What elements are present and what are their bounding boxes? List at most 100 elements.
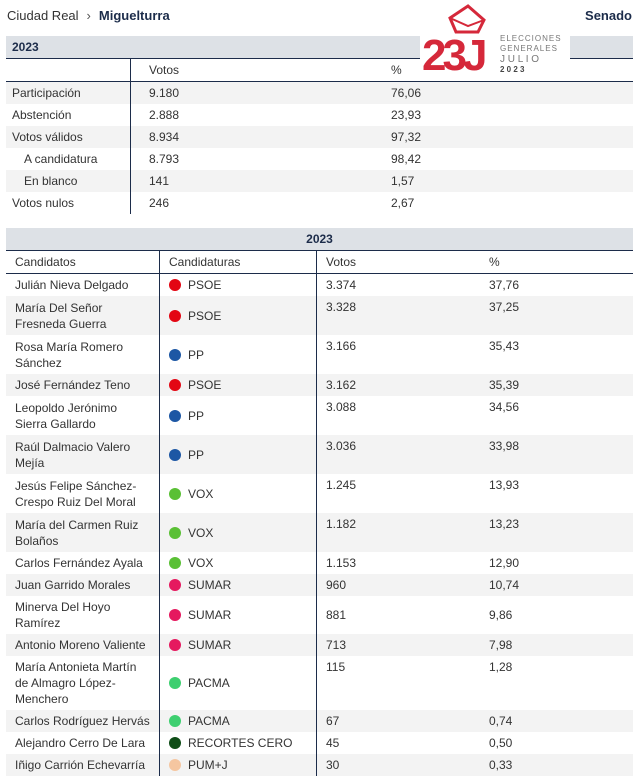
summary-row: A candidatura 8.793 98,42 (6, 148, 633, 170)
candidate-votes: 3.162 (316, 374, 480, 396)
summary-votes: 141 (130, 170, 385, 192)
summary-row: Participación 9.180 76,06 (6, 81, 633, 104)
candidate-votes: 30 (316, 754, 480, 776)
party-color-dot-icon (169, 348, 181, 361)
summary-row: En blanco 141 1,57 (6, 170, 633, 192)
breadcrumb-province[interactable]: Ciudad Real (7, 8, 79, 23)
candidate-votes: 881 (316, 596, 480, 634)
candidate-name: Juan Garrido Morales (6, 574, 160, 596)
party-name: VOX (188, 525, 214, 540)
candidate-name: Raúl Dalmacio Valero Mejía (6, 435, 160, 474)
party-color-dot-icon (169, 309, 181, 322)
summary-pct: 76,06 (385, 81, 633, 104)
candidate-party: PSOE (159, 296, 317, 335)
candidate-name: María Del Señor Fresneda Guerra (6, 296, 160, 335)
candidate-votes: 713 (316, 634, 480, 656)
summary-votes: 8.793 (130, 148, 385, 170)
candidate-party: VOX (159, 474, 317, 513)
party-color-dot-icon (169, 379, 181, 391)
summary-pct: 97,32 (385, 126, 633, 148)
candidates-table: Candidatos Candidaturas Votos% Julián Nieva… (6, 251, 633, 776)
svg-text:J U L I O: J U L I O (500, 54, 539, 65)
party-color-dot-icon (169, 409, 181, 422)
candidate-votes: 1.182 (316, 513, 480, 552)
candidate-pct: 33,98 (480, 435, 633, 474)
candidate-pct: 0,50 (489, 736, 513, 750)
candidate-name: José Fernández Teno (6, 374, 160, 396)
breadcrumb-municipality: Miguelturra (98, 8, 170, 23)
candidate-party: SUMAR (159, 596, 317, 634)
candidate-party: PSOE (159, 374, 317, 396)
candidate-name: Jesús Felipe Sánchez-Crespo Ruiz Del Mor… (15, 478, 137, 509)
candidate-pct: 13,23 (480, 513, 633, 552)
candidate-pct: 0,74 (480, 710, 633, 732)
candidate-row: Minerva Del Hoyo Ramírez SUMAR 881 9,86 (6, 596, 633, 634)
candidates-column-header: Candidatos (6, 251, 160, 274)
candidate-name: Antonio Moreno Valiente (6, 634, 160, 656)
candidate-pct: 10,74 (480, 574, 633, 596)
party-name: PSOE (188, 308, 222, 323)
candidate-party: PP (159, 435, 317, 474)
candidate-name: Julián Nieva Delgado (15, 278, 129, 292)
party-color-dot-icon (169, 677, 181, 689)
candidate-votes: 3.166 (316, 335, 480, 374)
candidate-party: PACMA (159, 656, 317, 710)
summary-votes: 8.934 (130, 126, 385, 148)
candidate-name: María Antonieta Martín de Almagro López-… (15, 660, 137, 706)
candidate-name: Alejandro Cerro De Lara (15, 736, 146, 750)
party-name: SUMAR (188, 638, 232, 652)
candidate-row: Rosa María Romero Sánchez PP 3.166 35,43 (6, 335, 633, 374)
party-name: PUM+J (188, 758, 228, 772)
summary-votes: 9.180 (130, 81, 385, 104)
candidate-row: Alejandro Cerro De Lara RECORTES CERO 45 0,… (6, 732, 633, 754)
candidate-pct: 37,76 (489, 278, 520, 292)
candidate-row: Iñigo Carrión Echevarría PUM+J 30 0,33 (6, 754, 633, 776)
summary-label: Participación (6, 81, 131, 104)
breadcrumb-separator: › (86, 8, 91, 23)
summary-label: Votos válidos (6, 126, 131, 148)
candidate-name: Carlos Rodríguez Hervás (6, 710, 160, 732)
candidate-row: Julián Nieva Delgado PSOE 3.374 37,76 (6, 273, 633, 296)
candidates-column-header: Votos (316, 251, 480, 274)
party-color-dot-icon (169, 609, 181, 621)
summary-pct: 23,93 (391, 108, 422, 122)
candidate-pct: 35,39 (480, 374, 633, 396)
candidate-name: Leopoldo Jerónimo Sierra Gallardo (15, 400, 118, 431)
party-color-dot-icon (169, 759, 181, 771)
chamber-label: Senado (585, 8, 632, 23)
candidate-votes: 960 (316, 574, 480, 596)
party-name: PACMA (188, 676, 230, 690)
candidate-pct: 1,28 (489, 660, 513, 674)
summary-column-header (6, 59, 131, 82)
party-color-dot-icon (169, 448, 181, 461)
party-color-dot-icon (169, 639, 181, 651)
candidate-votes: 3.036 (316, 435, 480, 474)
candidate-party: VOX (159, 552, 317, 574)
summary-column-header: Votos (130, 59, 385, 82)
candidate-row: Antonio Moreno Valiente SUMAR 713 7,98 (6, 634, 633, 656)
candidates-year-header: 2023 (6, 228, 633, 251)
party-name: PP (188, 347, 205, 362)
summary-row: Abstención 2.888 23,93 (6, 104, 633, 126)
candidate-party: PP (159, 335, 317, 374)
party-name: PP (188, 447, 205, 462)
svg-text:23J: 23J (422, 31, 485, 74)
candidate-row: Carlos Fernández Ayala VOX 1.153 12,90 (6, 552, 633, 574)
party-name: SUMAR (188, 578, 232, 592)
party-color-dot-icon (169, 487, 181, 500)
party-name: PP (188, 408, 205, 423)
candidate-votes: 115 (316, 656, 480, 710)
summary-label: Votos nulos (12, 196, 75, 210)
summary-label: En blanco (6, 170, 131, 192)
candidate-pct: 13,93 (489, 478, 520, 492)
party-color-dot-icon (169, 715, 181, 727)
candidate-party: SUMAR (159, 634, 317, 656)
candidate-party: VOX (159, 513, 317, 552)
summary-pct: 2,67 (391, 196, 415, 210)
candidate-name: María del Carmen Ruiz Bolaños (6, 513, 160, 552)
party-name: PACMA (188, 714, 230, 728)
candidate-row: José Fernández Teno PSOE 3.162 35,39 (6, 374, 633, 396)
summary-votes: 2.888 (130, 104, 385, 126)
candidate-votes: 1.245 (316, 474, 480, 513)
candidate-row: María Del Señor Fresneda Guerra PSOE 3.328… (6, 296, 633, 335)
